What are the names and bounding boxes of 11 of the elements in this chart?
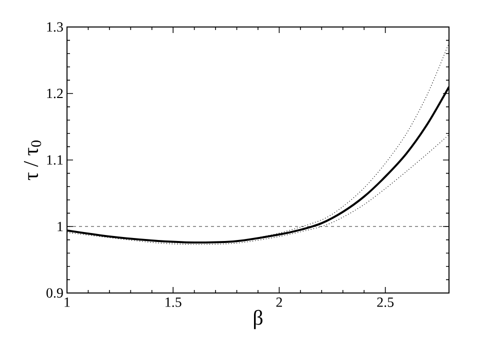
y-axis-title: τ / τ$_{0}$	[24, 140, 42, 180]
x-axis-title: β	[254, 310, 262, 330]
x-tick-label: 1.5	[166, 298, 182, 307]
y-tick-label: 1.2	[47, 88, 63, 98]
y-tick-label: 0.9	[46, 288, 63, 298]
x-tick-label: 2.5	[377, 298, 394, 308]
y-tick-label: 1.3	[47, 22, 63, 32]
y-tick-label: 1.1	[47, 155, 63, 165]
x-tick-label: 2	[276, 298, 282, 307]
x-tick-label: 1	[64, 298, 70, 307]
y-tick-label: 1	[58, 222, 63, 232]
